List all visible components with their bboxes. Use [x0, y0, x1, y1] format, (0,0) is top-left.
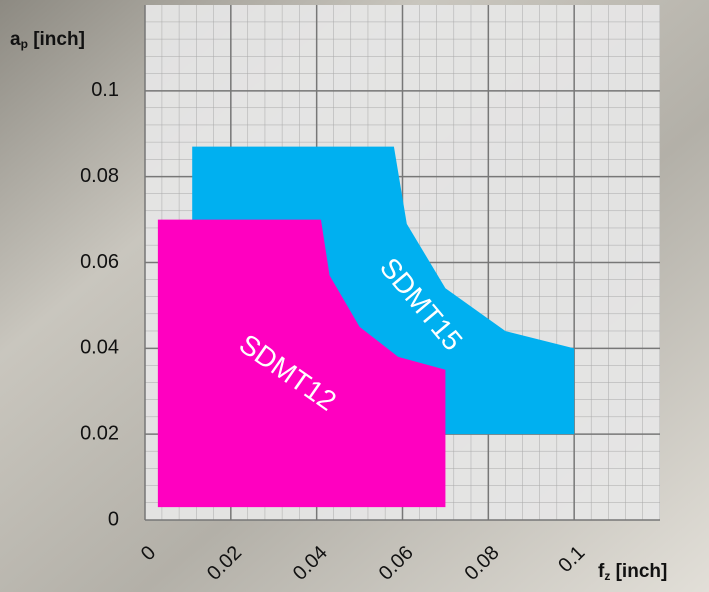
region [157, 219, 446, 508]
y-tick-label: 0 [108, 508, 119, 530]
y-tick-label: 0.02 [80, 422, 119, 444]
y-tick-label: 0.1 [91, 79, 119, 101]
x-axis-label: fz [inch] [598, 561, 667, 583]
y-tick-label: 0.08 [80, 165, 119, 187]
y-tick-label: 0.06 [80, 251, 119, 273]
y-axis-label: ap [inch] [10, 29, 85, 51]
y-tick-label: 0.04 [80, 337, 119, 359]
